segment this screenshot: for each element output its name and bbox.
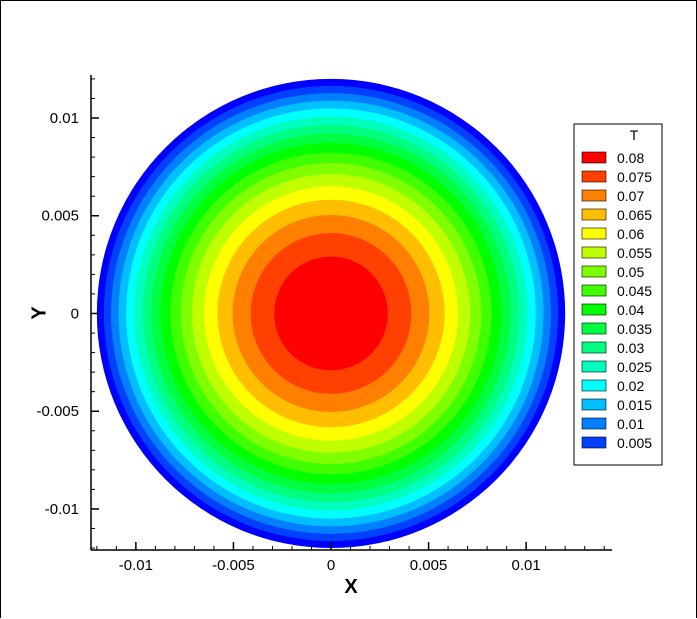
contour-band-0.08	[274, 256, 388, 371]
legend-swatch	[581, 208, 607, 221]
contour-layer	[96, 78, 566, 549]
legend-swatch	[581, 170, 607, 183]
legend-swatch	[581, 379, 607, 392]
legend-swatch	[581, 417, 607, 430]
legend-label: 0.06	[617, 226, 644, 242]
y-axis-label: Y	[28, 306, 50, 320]
y-tick-label: -0.005	[36, 403, 79, 420]
x-tick-label: -0.005	[212, 557, 255, 574]
legend-label: 0.055	[617, 245, 652, 261]
legend-label: 0.02	[617, 378, 644, 394]
legend-swatch	[581, 284, 607, 297]
legend-swatch	[581, 360, 607, 373]
y-tick-label: 0.005	[41, 208, 79, 225]
legend-label: 0.035	[617, 321, 652, 337]
legend-items: 0.08 0.075 0.07 0.065 0.06 0.055 0.05 0.045 0.04…	[581, 150, 652, 451]
legend-label: 0.045	[617, 283, 652, 299]
legend-label: 0.005	[617, 435, 652, 451]
x-tick-label: 0.005	[410, 557, 448, 574]
legend-label: 0.065	[617, 207, 652, 223]
legend-swatch	[581, 398, 607, 411]
legend-label: 0.015	[617, 397, 652, 413]
axes: -0.01 -0.005 0 0.005 0.01 -0.01 -0.005 0 0.005 0.…	[36, 75, 612, 574]
legend-swatch	[581, 341, 607, 354]
legend-label: 0.08	[617, 150, 644, 166]
legend-label: 0.07	[617, 188, 644, 204]
x-axis-label: X	[344, 576, 358, 598]
legend-label: 0.05	[617, 264, 644, 280]
legend: T 0.080.0750.070.0650.060.0550.050.0450.…	[573, 123, 663, 466]
legend-swatch	[581, 322, 607, 335]
legend-label: 0.01	[617, 416, 644, 432]
legend-label: 0.03	[617, 340, 644, 356]
legend-swatch	[581, 303, 607, 316]
legend-label: 0.075	[617, 169, 652, 185]
legend-swatch	[581, 246, 607, 259]
legend-title: T	[630, 127, 639, 143]
y-tick-label: 0.01	[50, 110, 79, 127]
legend-label: 0.025	[617, 359, 652, 375]
legend-label: 0.04	[617, 302, 644, 318]
x-tick-label: 0	[327, 557, 335, 574]
legend-swatch	[581, 227, 607, 240]
legend-swatch	[581, 151, 607, 164]
x-tick-label: 0.01	[512, 557, 541, 574]
x-tick-label: -0.01	[119, 557, 153, 574]
y-tick-label: 0	[71, 305, 79, 322]
legend-swatch	[581, 189, 607, 202]
y-tick-label: -0.01	[45, 501, 79, 518]
legend-swatch	[581, 265, 607, 278]
legend-swatch	[581, 436, 607, 449]
